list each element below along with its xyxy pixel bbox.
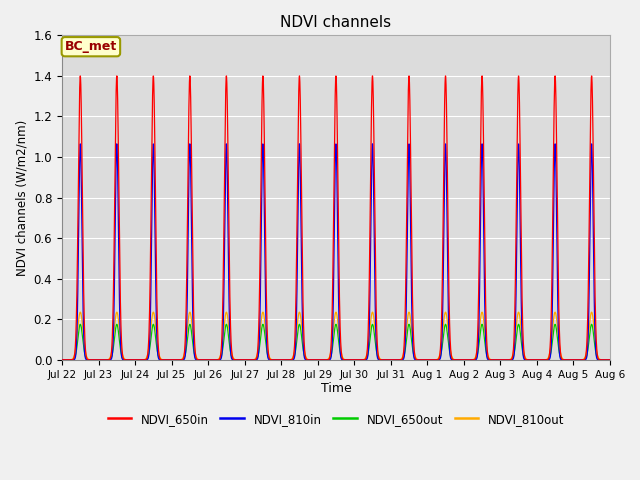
Title: NDVI channels: NDVI channels xyxy=(280,15,392,30)
Text: BC_met: BC_met xyxy=(65,40,117,53)
Y-axis label: NDVI channels (W/m2/nm): NDVI channels (W/m2/nm) xyxy=(15,120,28,276)
Legend: NDVI_650in, NDVI_810in, NDVI_650out, NDVI_810out: NDVI_650in, NDVI_810in, NDVI_650out, NDV… xyxy=(103,408,569,431)
X-axis label: Time: Time xyxy=(321,382,351,396)
